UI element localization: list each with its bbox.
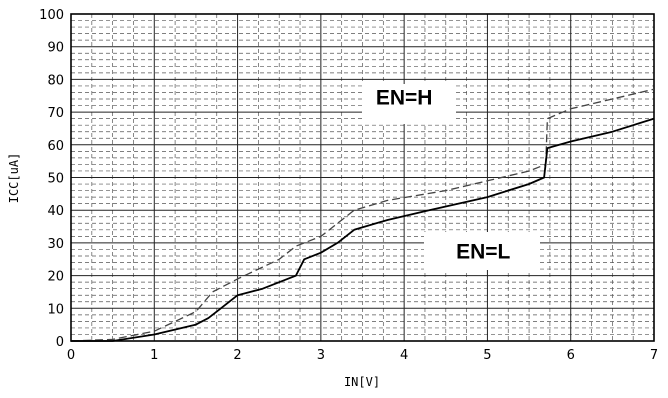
y-tick-label: 100	[39, 8, 64, 23]
y-tick-label: 60	[47, 139, 64, 154]
plot-frame	[70, 13, 655, 342]
x-tick-label: 4	[400, 348, 408, 363]
y-tick-label: 10	[47, 302, 64, 317]
x-tick-label: 7	[650, 348, 658, 363]
y-tick-label: 80	[47, 73, 64, 88]
annotation-box	[424, 232, 540, 270]
x-tick-label: 2	[233, 348, 241, 363]
y-axis-label: ICC[uA]	[7, 153, 21, 204]
x-tick-label: 6	[567, 348, 575, 363]
x-tick-label: 3	[317, 348, 325, 363]
annotation-box	[362, 84, 456, 124]
annotation-label: EN=L	[456, 240, 510, 263]
annotation-label: EN=H	[376, 87, 433, 110]
y-tick-label: 90	[47, 41, 64, 56]
series-line-solid	[71, 117, 655, 342]
y-tick-label: 50	[47, 172, 64, 187]
series-layer	[70, 88, 655, 342]
annotation-layer: EN=H EN=L	[362, 84, 540, 270]
y-tick-label: 0	[56, 335, 64, 350]
x-tick-label: 0	[67, 348, 75, 363]
x-tick-label: 1	[150, 348, 158, 363]
y-tick-label: 40	[47, 204, 64, 219]
x-axis-label: IN[V]	[344, 375, 380, 389]
x-tick-label: 5	[483, 348, 491, 363]
y-tick-label: 30	[47, 237, 64, 252]
y-tick-label: 70	[47, 106, 64, 121]
y-tick-label: 20	[47, 270, 64, 285]
